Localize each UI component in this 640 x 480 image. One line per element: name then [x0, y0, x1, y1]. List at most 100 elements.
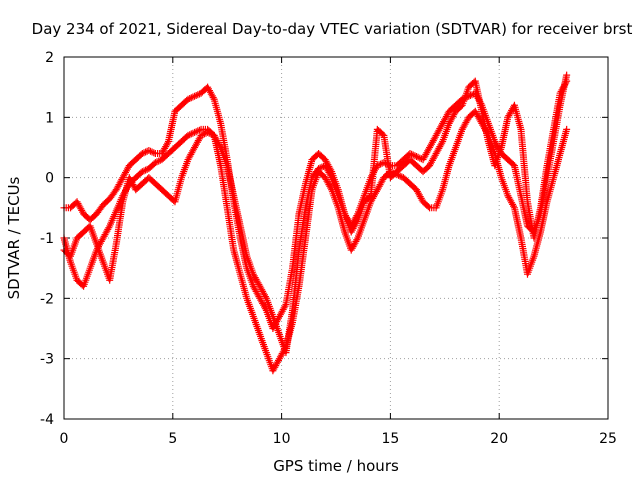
data-point-trail: [87, 248, 100, 270]
data-point: [204, 128, 212, 136]
data-point-trail: [186, 129, 197, 139]
data-point-trail: [361, 200, 374, 222]
data-point-trail: [498, 176, 511, 198]
data-point-trail: [140, 147, 151, 157]
data-point-trail: [199, 129, 210, 139]
data-point-trail: [107, 187, 119, 201]
data-point-trail: [244, 296, 257, 318]
x-axis-label: GPS time / hours: [273, 457, 399, 475]
data-point-trail: [367, 128, 381, 198]
data-point-trail: [492, 146, 505, 168]
y-tick-label: -4: [40, 412, 54, 428]
data-point-trail: [401, 175, 413, 186]
data-point-trail: [433, 188, 446, 210]
data-point-trail: [408, 150, 419, 160]
data-point-trail: [172, 176, 185, 204]
data-point-trail: [302, 176, 316, 210]
grid-lines: [64, 57, 608, 419]
data-point-trail: [205, 129, 216, 139]
x-tick-label: 10: [273, 431, 291, 447]
x-tick-label: 0: [60, 431, 69, 447]
data-point-trail: [74, 229, 86, 241]
data-point-trail: [113, 200, 126, 246]
data-point-trail: [133, 151, 145, 162]
data-point-trail: [531, 230, 544, 258]
data-point-trail: [453, 96, 465, 108]
data-point-trail: [420, 163, 432, 174]
data-point-trail: [316, 151, 328, 162]
y-tick-label: -1: [40, 231, 54, 247]
data-point-trail: [282, 266, 296, 306]
data-point-trail: [478, 109, 492, 143]
data-point-trail: [289, 248, 303, 312]
data-point-trail: [153, 156, 164, 166]
data-point-trail: [537, 200, 551, 234]
data-point: [138, 168, 146, 176]
data-point-trail: [544, 128, 557, 167]
data-point-trail: [217, 146, 230, 168]
data-point-trail: [414, 153, 425, 163]
data-point-trail: [140, 165, 151, 175]
data-point-trail: [322, 163, 335, 180]
data-point-trail: [172, 103, 184, 114]
data-point-trail: [302, 158, 315, 186]
data-point-trail: [407, 181, 419, 192]
data-point-trail: [447, 103, 458, 114]
data-point-trail: [550, 103, 564, 143]
data-point-trail: [368, 188, 380, 204]
data-point-trail: [517, 194, 531, 228]
data-point-trail: [186, 93, 197, 102]
data-point-trail: [211, 97, 224, 125]
x-tick-label: 25: [599, 431, 617, 447]
data-point-trail: [192, 90, 203, 99]
data-point-trail: [100, 224, 113, 240]
data-point-trail: [524, 254, 537, 276]
data-point: [145, 147, 153, 155]
data-point-trail: [498, 115, 511, 149]
data-point-trail: [179, 96, 191, 108]
data-point-trail: [511, 164, 524, 198]
data-point-trail: [557, 127, 570, 155]
data-point: [191, 128, 199, 136]
data-point-trail: [427, 133, 439, 150]
data-point: [563, 125, 571, 133]
data-point-trail: [244, 266, 257, 288]
data-point-trail: [230, 194, 244, 228]
data-point-trail: [107, 209, 119, 228]
data-point-trail: [101, 196, 112, 208]
data-point-trail: [388, 169, 400, 180]
data-point-trail: [446, 109, 459, 126]
data-point-trail: [557, 79, 570, 95]
x-tick-label: 5: [168, 431, 177, 447]
data-point-trail: [309, 166, 321, 180]
data-point: [315, 165, 323, 173]
data-point: [563, 71, 571, 79]
data-point-trail: [355, 200, 368, 222]
data-point-trail: [295, 206, 309, 252]
data-point-trail: [446, 146, 459, 168]
data-point-trail: [165, 109, 178, 143]
y-tick-label: 1: [45, 110, 54, 126]
data-point-trail: [113, 175, 126, 192]
chart-title: Day 234 of 2021, Sidereal Day-to-day VTE…: [32, 20, 633, 38]
data-point-trail: [199, 125, 209, 133]
data-point-trail: [93, 242, 106, 264]
data-point-trail: [159, 139, 171, 156]
data-point-trail: [237, 224, 250, 258]
data-point-trail: [499, 151, 511, 162]
data-point: [191, 92, 199, 100]
data-point-trail: [517, 128, 531, 204]
data-point-trail: [348, 218, 361, 234]
data-point-trail: [224, 206, 237, 252]
data-point-trail: [120, 163, 132, 180]
data-point-trail: [244, 254, 257, 276]
data-point-trail: [185, 145, 198, 162]
data-point-trail: [153, 181, 165, 192]
data-point: [184, 131, 192, 139]
data-point-trail: [127, 157, 138, 168]
data-point-trail: [179, 133, 191, 144]
data-point-trail: [322, 175, 335, 192]
data-point-trail: [192, 133, 204, 150]
data-point-trail: [276, 302, 289, 319]
